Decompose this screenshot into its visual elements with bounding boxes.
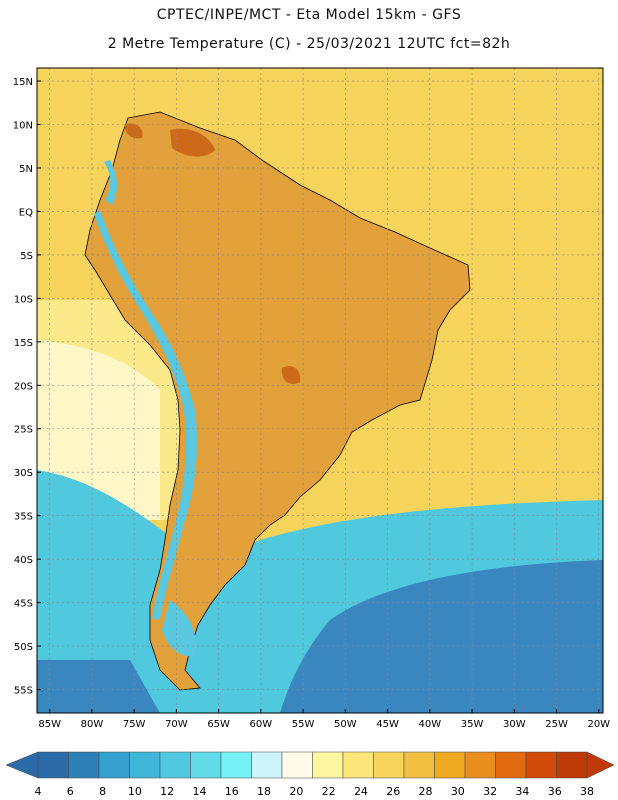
legend-color-box	[37, 751, 69, 779]
ocean-band-deep	[280, 560, 603, 713]
ocean-band-deep-2	[37, 660, 160, 713]
legend-color-box	[403, 751, 435, 779]
legend-tick-labels: 4 6 8 10 12 14 16 18 20 22 24 26 28 30 32 34 36 38	[35, 785, 595, 798]
legend-tick-label: 16	[225, 785, 239, 798]
lon-label: 30W	[503, 719, 526, 730]
lat-label: 15S	[14, 338, 33, 349]
map-title-line-1: CPTEC/INPE/MCT - Eta Model 15km - GFS	[156, 7, 462, 23]
lon-label: 45W	[376, 719, 399, 730]
lon-label: 20W	[587, 719, 610, 730]
lon-label: 60W	[250, 719, 273, 730]
latitude-labels: 15N 10N 5N EQ 5S 10S 15S 20S 25S 30S 35S 40S 45S 50S 5…	[13, 77, 33, 696]
lat-label: 40S	[14, 555, 33, 566]
legend-tick-label: 14	[192, 785, 206, 798]
lon-label: 35W	[461, 719, 484, 730]
legend-tick-label: 26	[386, 785, 400, 798]
interior-hot-zone	[180, 178, 339, 391]
legend-tick-label: 4	[35, 785, 42, 798]
lat-label: 50S	[14, 642, 33, 653]
hotspot-pantanal	[281, 365, 301, 385]
lon-label: 65W	[207, 719, 230, 730]
legend-color-box	[464, 751, 496, 779]
lon-label: 70W	[165, 719, 188, 730]
legend-tick-label: 36	[548, 785, 562, 798]
lat-label: 10N	[13, 121, 33, 132]
hotspot-colombia	[124, 123, 143, 139]
legend-tick-label: 34	[515, 785, 529, 798]
legend-tick-label: 12	[160, 785, 174, 798]
south-america-land	[84, 111, 471, 691]
graticule	[37, 68, 603, 713]
lon-label: 80W	[81, 719, 104, 730]
legend-color-box	[129, 751, 161, 779]
legend-color-box	[342, 751, 374, 779]
lat-label: 5S	[20, 251, 33, 262]
map-title-line-2: 2 Metre Temperature (C) - 25/03/2021 12U…	[107, 36, 511, 52]
legend-tick-label: 18	[257, 785, 271, 798]
lat-label: EQ	[19, 207, 33, 218]
lat-label: 55S	[14, 686, 33, 697]
temperature-map: 15N 10N 5N EQ 5S 10S 15S 20S 25S 30S 35S 40S 45S 50S 5…	[13, 67, 610, 730]
lat-label: 30S	[14, 468, 33, 479]
map-frame	[36, 67, 604, 714]
lat-label: 35S	[14, 512, 33, 523]
lon-label: 40W	[419, 719, 442, 730]
longitude-labels: 85W 80W 75W 70W 65W 60W 55W 50W 45W 40W 35W 30W 25W 2…	[38, 719, 610, 730]
lon-label: 85W	[38, 719, 61, 730]
legend-tick-label: 28	[419, 785, 433, 798]
patagonia-cool	[162, 600, 196, 657]
lon-label: 75W	[123, 719, 146, 730]
legend-color-box	[159, 751, 191, 779]
legend-arrow-high	[586, 751, 615, 779]
andes-cold-north	[104, 160, 118, 205]
lon-label: 50W	[334, 719, 357, 730]
lat-label: 15N	[13, 77, 33, 88]
legend-tick-label: 8	[99, 785, 106, 798]
lat-label: 10S	[14, 294, 33, 305]
legend-color-box	[495, 751, 527, 779]
legend-color-box	[312, 751, 344, 779]
legend-color-box	[98, 751, 130, 779]
legend-tick-label: 10	[128, 785, 142, 798]
legend-tick-label: 22	[322, 785, 336, 798]
lon-label: 25W	[545, 719, 568, 730]
legend-color-box	[220, 751, 252, 779]
lon-label: 55W	[292, 719, 315, 730]
legend-color-boxes	[5, 751, 615, 779]
legend-tick-label: 6	[67, 785, 74, 798]
lat-label: 5N	[19, 164, 33, 175]
legend-color-box	[373, 751, 405, 779]
legend-color-box	[525, 751, 557, 779]
lat-label: 20S	[14, 381, 33, 392]
legend-tick-label: 30	[451, 785, 465, 798]
legend-tick-label: 24	[354, 785, 368, 798]
legend-color-box	[556, 751, 588, 779]
lat-label: 25S	[14, 425, 33, 436]
legend-arrow-low	[5, 751, 39, 779]
legend-color-box	[68, 751, 100, 779]
legend-tick-label: 38	[580, 785, 594, 798]
lat-label: 45S	[14, 599, 33, 610]
legend-tick-label: 20	[289, 785, 303, 798]
legend-color-box	[281, 751, 313, 779]
legend-tick-label: 32	[483, 785, 497, 798]
hotspot-venezuela	[170, 128, 215, 157]
color-legend: 4 6 8 10 12 14 16 18 20 22 24 26 28 30 32 34 36 38	[5, 751, 615, 798]
legend-color-box	[434, 751, 466, 779]
legend-color-box	[190, 751, 222, 779]
legend-color-box	[251, 751, 283, 779]
